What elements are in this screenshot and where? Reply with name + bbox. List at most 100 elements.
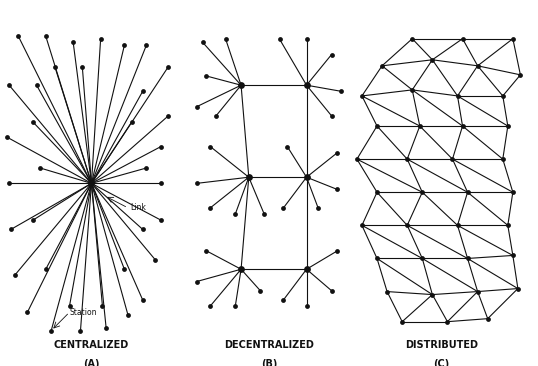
Point [458, 123, 467, 129]
Point [302, 36, 311, 42]
Point [403, 156, 412, 162]
Point [231, 303, 239, 309]
Point [358, 223, 366, 228]
Point [157, 217, 165, 223]
Point [199, 39, 207, 45]
Point [29, 119, 37, 125]
Text: (B): (B) [261, 359, 277, 366]
Point [302, 303, 311, 309]
Point [408, 87, 416, 93]
Point [473, 63, 482, 69]
Point [3, 134, 12, 140]
Point [124, 312, 132, 318]
Point [138, 297, 147, 303]
Point [102, 325, 110, 330]
Point [41, 33, 50, 39]
Point [428, 57, 437, 63]
Point [212, 113, 221, 119]
Point [41, 266, 50, 272]
Point [87, 180, 96, 186]
Point [408, 36, 416, 42]
Point [6, 227, 15, 232]
Point [202, 73, 211, 79]
Point [164, 64, 173, 70]
Point [120, 266, 129, 272]
Point [463, 255, 472, 261]
Point [36, 165, 45, 171]
Point [499, 93, 507, 99]
Point [358, 93, 366, 99]
Point [76, 328, 85, 333]
Point [65, 303, 74, 309]
Point [403, 223, 412, 228]
Point [302, 174, 311, 180]
Point [373, 255, 381, 261]
Point [504, 123, 512, 129]
Point [260, 211, 268, 217]
Point [193, 279, 201, 284]
Point [5, 180, 13, 186]
Point [499, 156, 507, 162]
Point [142, 42, 151, 48]
Point [327, 288, 336, 294]
Point [29, 217, 37, 223]
Point [47, 328, 55, 333]
Point [352, 156, 361, 162]
Point [69, 39, 77, 45]
Point [504, 223, 512, 228]
Point [514, 285, 522, 291]
Point [78, 64, 87, 70]
Text: Station: Station [69, 308, 97, 317]
Point [279, 205, 288, 211]
Point [5, 82, 13, 88]
Text: DISTRIBUTED: DISTRIBUTED [405, 340, 478, 350]
Point [314, 205, 322, 211]
Point [428, 292, 437, 298]
Point [415, 123, 424, 129]
Text: (C): (C) [433, 359, 449, 366]
Point [206, 303, 215, 309]
Point [508, 189, 517, 195]
Point [221, 36, 230, 42]
Point [237, 266, 245, 272]
Point [333, 187, 342, 193]
Point [51, 64, 59, 70]
Point [10, 272, 19, 278]
Point [333, 150, 342, 156]
Point [302, 82, 311, 88]
Text: CENTRALIZED: CENTRALIZED [54, 340, 129, 350]
Point [138, 89, 147, 94]
Point [279, 297, 288, 303]
Point [32, 82, 41, 88]
Point [142, 165, 151, 171]
Point [337, 89, 345, 94]
Point [463, 189, 472, 195]
Text: Link: Link [130, 203, 146, 212]
Point [231, 211, 239, 217]
Point [206, 143, 215, 149]
Point [128, 119, 136, 125]
Point [453, 93, 462, 99]
Point [120, 42, 129, 48]
Point [302, 266, 311, 272]
Point [193, 104, 201, 109]
Point [23, 309, 32, 315]
Point [333, 248, 342, 254]
Point [256, 288, 265, 294]
Point [164, 113, 173, 119]
Point [206, 205, 215, 211]
Point [448, 156, 457, 162]
Point [508, 36, 517, 42]
Point [244, 174, 253, 180]
Point [373, 123, 381, 129]
Point [202, 248, 211, 254]
Point [138, 227, 147, 232]
Point [383, 289, 391, 295]
Point [275, 36, 284, 42]
Point [418, 189, 427, 195]
Point [96, 36, 105, 42]
Text: DECENTRALIZED: DECENTRALIZED [224, 340, 314, 350]
Point [157, 143, 165, 149]
Point [283, 143, 292, 149]
Point [516, 72, 525, 78]
